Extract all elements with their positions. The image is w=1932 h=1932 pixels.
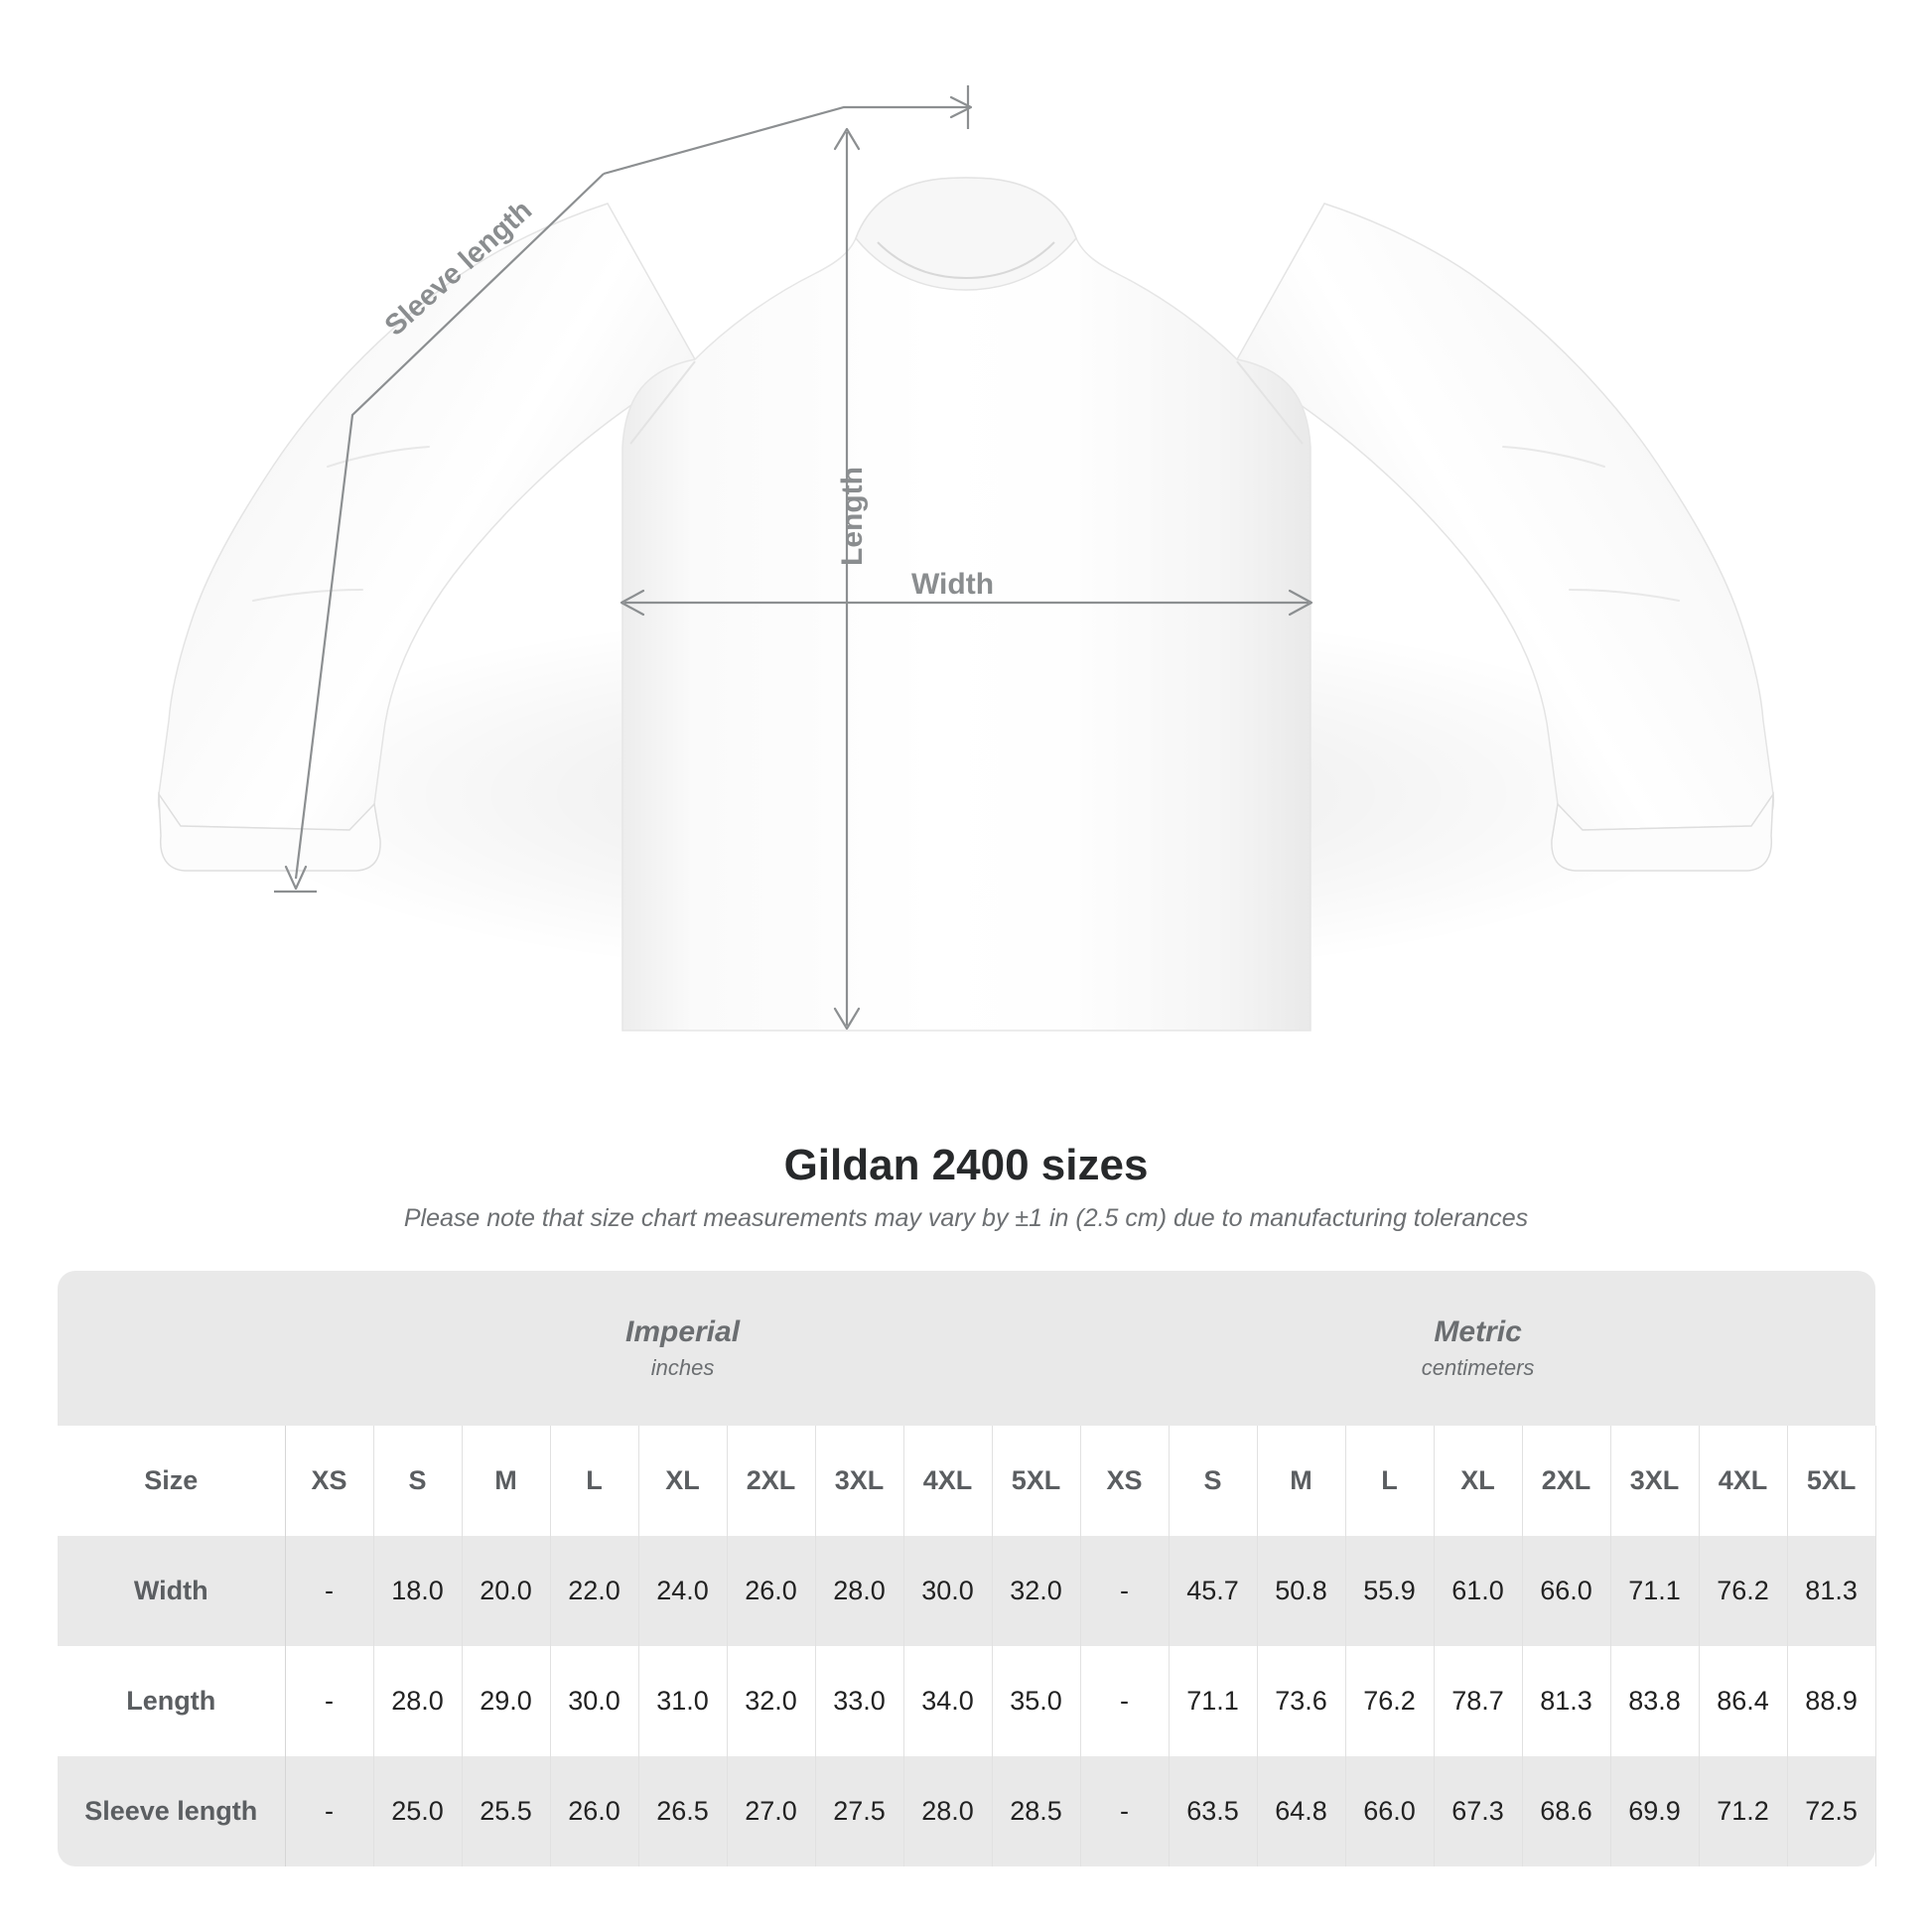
svg-text:Width: Width (911, 568, 994, 601)
svg-text:Length: Length (836, 467, 869, 566)
